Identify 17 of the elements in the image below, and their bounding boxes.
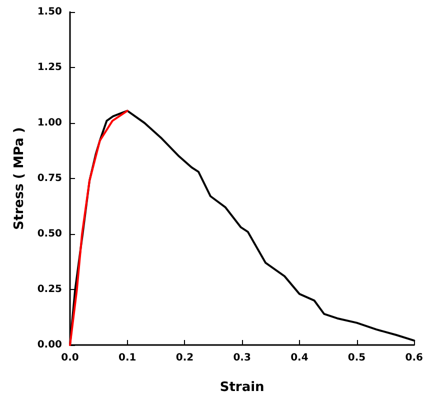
y-tick-label: 0.50 xyxy=(37,228,62,240)
line-series xyxy=(69,110,128,346)
x-tick-label: 0.1 xyxy=(118,352,136,364)
y-tick-label: 1.00 xyxy=(37,118,62,128)
x-tick-label: 0.3 xyxy=(233,352,251,364)
y-tick-label: 0.75 xyxy=(37,173,62,184)
x-tick-label: 0.6 xyxy=(405,352,424,364)
x-tick-label: 0.5 xyxy=(348,352,366,364)
x-tick-label: 0.4 xyxy=(290,352,308,364)
y-tick-label: 1.50 xyxy=(37,6,62,18)
x-axis-title: Strain xyxy=(220,380,264,395)
x-tick-label: 0.2 xyxy=(176,352,194,364)
y-tick-label: 0.25 xyxy=(37,284,62,295)
x-tick-label: 0.0 xyxy=(61,352,79,364)
y-tick-label: 0.00 xyxy=(37,340,62,350)
y-axis-title: Stress ( MPa ) xyxy=(12,127,27,230)
y-tick-label: 1.25 xyxy=(37,62,62,73)
